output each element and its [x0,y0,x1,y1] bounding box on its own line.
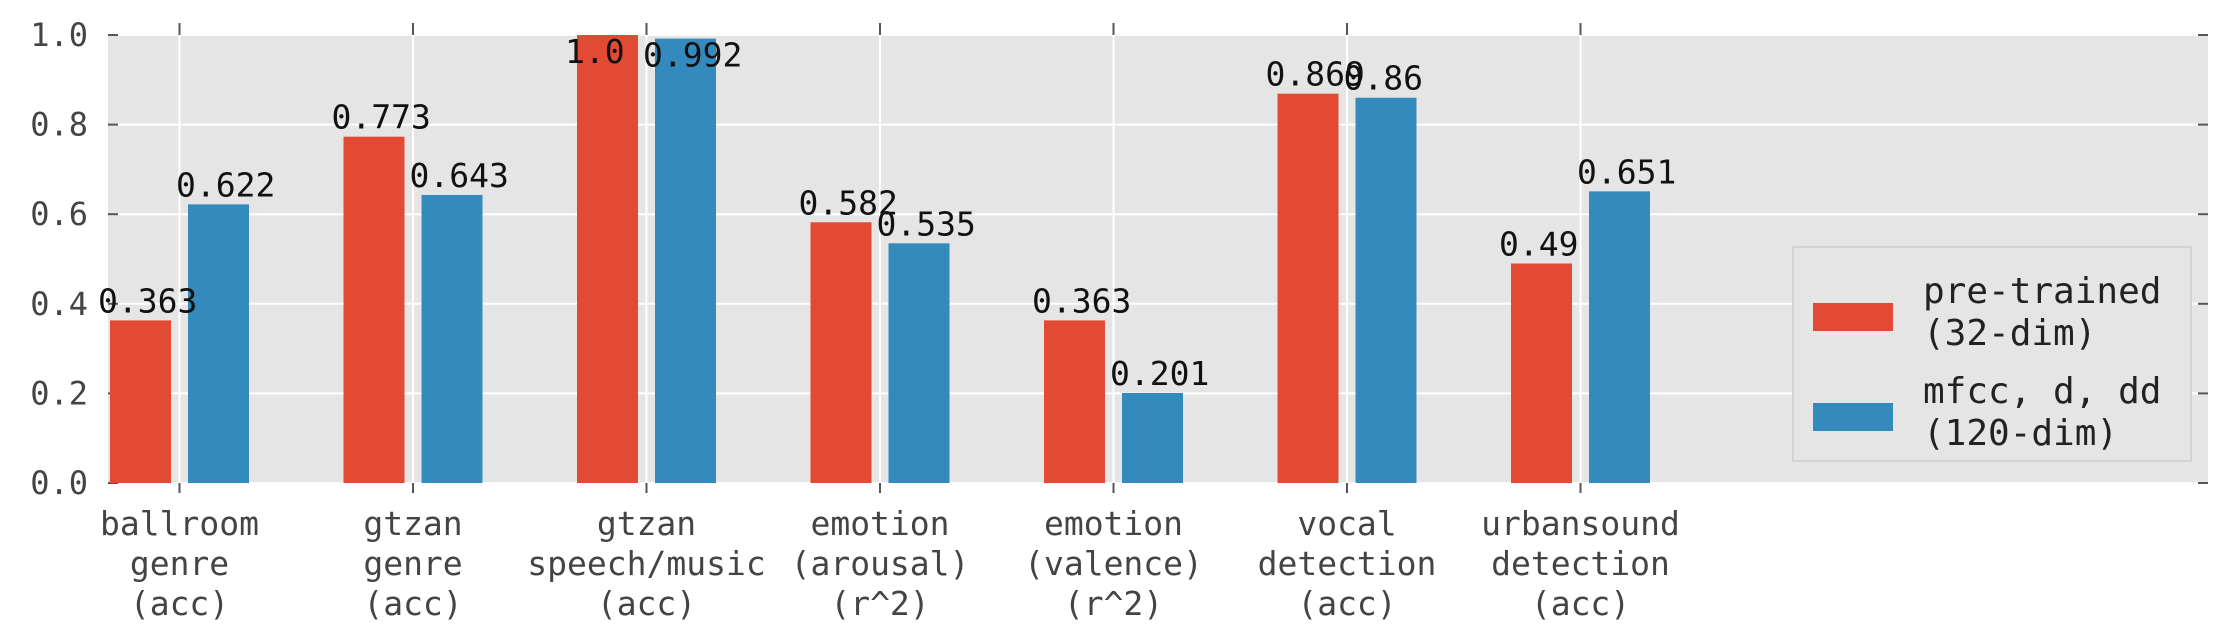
bar-series-1 [577,35,638,483]
y-axis-tick-labels: 0.0 0.2 0.4 0.6 0.8 1.0 [30,16,88,502]
bar-series-2 [1122,392,1183,483]
bar-value-label: 0.582 [799,183,898,222]
bar-value-label: 0.535 [877,204,976,243]
x-category-label: gtzan speech/music (acc) [527,504,765,623]
y-tick-label: 1.0 [30,16,88,54]
bar-series-1 [343,136,405,484]
x-category-label: gtzan genre (acc) [363,504,462,623]
bar-value-labels: 0.363 0.773 1.0 0.582 0.363 0.869 0.49 0.622 0.6… [98,32,1676,393]
y-tick-label: 0.4 [30,285,88,323]
bar-series-1 [810,222,872,483]
bar-series-1 [1511,263,1572,483]
legend-swatch [1813,403,1893,431]
bar-value-label: 0.201 [1110,354,1209,393]
x-category-label: emotion (arousal) (r^2) [791,504,970,623]
bar-value-label: 0.992 [643,36,742,75]
bars [110,35,1650,484]
bar-series-1 [1044,320,1105,483]
y-tick-label: 0.6 [30,195,88,233]
bar-value-label: 0.651 [1577,152,1676,191]
bar-value-label: 0.869 [1266,55,1365,94]
legend: pre-trained (32-dim) mfcc, d, dd (120-dim) [1792,246,2192,462]
legend-label: mfcc, d, dd (120-dim) [1923,371,2161,454]
bar-value-label: 0.773 [332,98,431,137]
bar-value-label: 1.0 [565,32,625,71]
x-category-label: ballroom genre (acc) [100,504,259,623]
bar-series-2 [655,38,716,484]
y-tick-label: 0.8 [30,106,88,144]
legend-swatch [1813,303,1893,331]
bar-series-2 [888,243,950,483]
y-tick-label: 0.0 [30,464,88,502]
x-category-label: vocal detection (acc) [1258,504,1437,623]
bar-value-label: 0.622 [176,165,275,204]
bar-series-2 [1355,97,1417,483]
bar-value-label: 0.363 [98,281,197,320]
bar-value-label: 0.86 [1344,59,1423,98]
y-tick-label: 0.2 [30,374,88,412]
bar-series-1 [110,320,171,483]
x-category-label: urbansound detection (acc) [1481,504,1680,623]
x-axis-category-labels: ballroom genre (acc) gtzan genre (acc) gtzan sp… [100,504,1680,623]
bar-value-label: 0.363 [1032,281,1131,320]
bar-series-2 [188,204,249,483]
bar-series-1 [1277,93,1339,484]
x-category-label: emotion (valence) (r^2) [1024,504,1203,623]
bar-value-label: 0.643 [410,156,509,195]
legend-label: pre-trained (32-dim) [1923,271,2161,354]
axis-ticks [108,23,2208,493]
bar-series-2 [421,194,483,483]
bar-value-label: 0.49 [1499,224,1578,263]
bar-series-2 [1589,191,1650,484]
